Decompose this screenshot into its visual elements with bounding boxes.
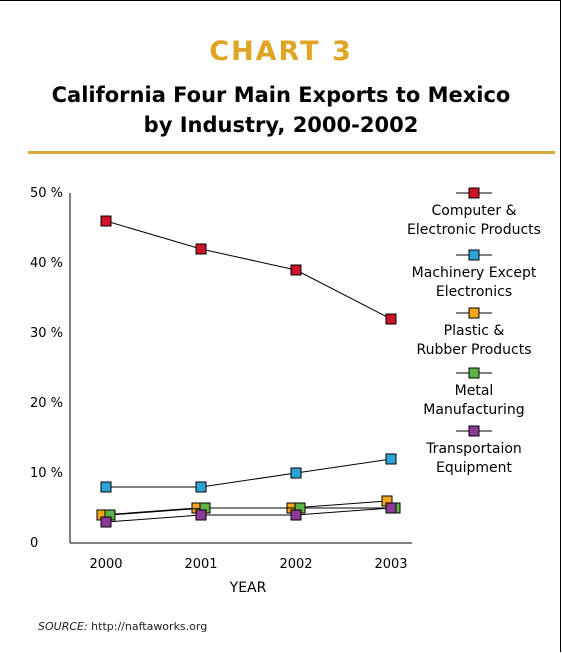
legend-label: Transportaion Equipment: [399, 440, 549, 478]
legend-label-line: Machinery Except: [411, 265, 537, 281]
data-point-marker: [195, 509, 207, 521]
legend-label-line: Plastic &: [443, 323, 505, 339]
legend-label: Metal Manufacturing: [399, 382, 549, 420]
data-point-marker: [195, 481, 207, 493]
chart-title-line-2: by Industry, 2000-2002: [143, 113, 419, 137]
legend-label-line: Metal: [454, 383, 494, 399]
data-point-marker: [100, 516, 112, 528]
legend-label: Computer & Electronic Products: [399, 202, 549, 240]
x-tick-label: 2001: [184, 557, 217, 572]
chart-title: California Four Main Exports to Mexico b…: [0, 80, 562, 140]
data-point-marker: [385, 453, 397, 465]
legend-label: Plastic & Rubber Products: [399, 322, 549, 360]
legend-label-line: Transportaion: [426, 441, 522, 457]
series-line-1: [105, 220, 392, 320]
data-point-marker: [195, 243, 207, 255]
source-note: SOURCE: http://naftaworks.org: [38, 620, 207, 633]
legend-label-line: Manufacturing: [423, 402, 525, 418]
chart-title-line-1: California Four Main Exports to Mexico: [51, 83, 511, 107]
y-tick-label: 40 %: [30, 256, 63, 271]
y-tick-label: 0: [30, 536, 38, 551]
x-axis-label: YEAR: [229, 580, 267, 596]
y-tick-label: 30 %: [30, 326, 63, 341]
legend-label-line: Equipment: [436, 460, 512, 476]
series-line-5: [105, 507, 392, 523]
legend-marker: [468, 367, 480, 379]
legend-label: Machinery Except Electronics: [399, 264, 549, 302]
chart-number-label: CHART 3: [209, 36, 353, 67]
source-prefix: SOURCE:: [38, 620, 88, 633]
data-point-marker: [290, 509, 302, 521]
source-url: http://naftaworks.org: [91, 620, 208, 633]
data-point-marker: [100, 215, 112, 227]
x-tick-label: 2002: [279, 557, 312, 572]
data-point-marker: [385, 313, 397, 325]
data-point-marker: [290, 467, 302, 479]
legend-marker: [468, 307, 480, 319]
legend-marker: [468, 249, 480, 261]
x-tick-label: 2003: [374, 557, 407, 572]
legend-label-line: Electronics: [435, 284, 513, 300]
data-point-marker: [290, 264, 302, 276]
series-line-4: [109, 507, 395, 516]
y-tick-label: 10 %: [30, 466, 63, 481]
legend-marker: [468, 187, 480, 199]
data-point-marker: [385, 502, 397, 514]
legend-label-line: Electronic Products: [407, 222, 541, 238]
x-tick-label: 2000: [89, 557, 122, 572]
legend-label-line: Rubber Products: [416, 342, 532, 358]
data-point-marker: [100, 481, 112, 493]
y-tick-label: 20 %: [30, 396, 63, 411]
legend-label-line: Computer &: [431, 203, 517, 219]
title-divider: [28, 151, 555, 154]
y-tick-label: 50 %: [30, 186, 63, 201]
legend-marker: [468, 425, 480, 437]
series-line-2: [106, 458, 392, 488]
